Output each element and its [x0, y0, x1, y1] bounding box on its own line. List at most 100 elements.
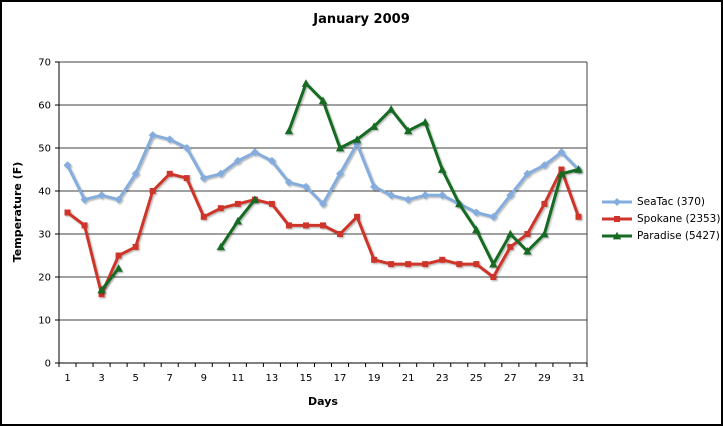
gridlines — [59, 61, 588, 363]
legend-item: Spokane (2353) — [600, 211, 720, 226]
triangle-marker — [472, 225, 481, 234]
triangle-marker — [506, 229, 515, 238]
y-tick-label: 10 — [38, 316, 51, 327]
paradise-line — [100, 266, 121, 292]
x-tick-label: 19 — [368, 373, 381, 384]
diamond-marker — [336, 169, 345, 178]
diamond-marker — [284, 178, 293, 187]
diamond-marker — [63, 161, 72, 170]
diamond-marker — [472, 208, 481, 217]
triangle-marker — [403, 126, 413, 135]
diamond-marker — [489, 212, 498, 221]
y-tick-label: 70 — [38, 58, 51, 69]
y-axis-title: Temperature (F) — [11, 161, 24, 263]
axes — [58, 62, 587, 364]
diamond-marker — [540, 161, 549, 170]
square-marker — [166, 170, 173, 177]
square-marker — [132, 243, 139, 250]
square-marker — [217, 205, 224, 212]
diamond-marker — [557, 148, 566, 157]
diamond-marker — [182, 144, 191, 152]
spokane-line — [66, 168, 580, 296]
triangle-marker — [386, 105, 396, 113]
triangle-marker — [335, 143, 345, 152]
chart-title: January 2009 — [313, 12, 410, 27]
x-tick-label: 7 — [167, 373, 173, 384]
square-marker — [354, 213, 361, 220]
diamond-marker — [250, 148, 259, 157]
triangle-marker — [284, 126, 294, 135]
diamond-marker — [438, 191, 447, 200]
legend-label: Spokane (2353) — [637, 212, 721, 225]
diamond-marker — [301, 182, 310, 191]
x-axis-title: Days — [308, 395, 338, 408]
diamond-marker — [404, 195, 413, 204]
triangle-marker — [318, 96, 328, 105]
y-tick-label: 50 — [38, 144, 51, 155]
x-tick-label: 15 — [300, 373, 313, 384]
diamond-marker — [97, 191, 106, 200]
triangle-marker — [523, 247, 532, 255]
y-tick-label: 60 — [38, 101, 51, 112]
square-marker — [183, 175, 190, 182]
triangle-marker — [438, 165, 447, 173]
x-tick-label: 9 — [201, 373, 207, 384]
x-tick-label: 13 — [266, 373, 279, 384]
y-tick-label: 30 — [38, 230, 51, 241]
square-marker — [64, 209, 71, 216]
square-marker — [200, 213, 207, 220]
diamond-marker — [613, 197, 621, 206]
diamond-marker — [233, 156, 242, 165]
x-tick-label: 5 — [132, 373, 138, 384]
diamond-marker — [387, 191, 396, 200]
square-marker — [614, 215, 620, 222]
x-tick-label: 23 — [436, 373, 449, 384]
square-marker — [149, 188, 156, 194]
square-marker — [405, 261, 412, 268]
square-marker — [439, 256, 446, 263]
triangle-marker — [557, 169, 566, 178]
triangle-marker — [574, 165, 583, 173]
square-marker — [541, 200, 548, 207]
diamond-marker — [319, 199, 327, 208]
y-tick-label: 0 — [45, 359, 51, 370]
diamond-marker — [370, 182, 379, 191]
triangle-marker — [301, 79, 311, 87]
diamond-marker — [114, 195, 123, 204]
triangle-marker — [540, 229, 549, 238]
triangle-marker — [233, 216, 243, 225]
square-marker — [337, 231, 344, 237]
square-marker — [473, 261, 480, 268]
data-series — [63, 79, 583, 298]
diamond-marker — [523, 169, 532, 178]
seatac-series — [63, 131, 583, 221]
triangle-marker — [97, 285, 106, 294]
square-marker — [234, 200, 241, 207]
diamond-marker — [131, 169, 140, 178]
square-marker — [524, 231, 531, 237]
x-tick-label: 17 — [334, 373, 347, 384]
legend-label: SeaTac (370) — [637, 195, 706, 208]
square-marker — [98, 291, 105, 298]
square-marker — [575, 213, 582, 220]
square-marker — [320, 222, 326, 229]
square-marker — [268, 200, 275, 207]
diamond-marker — [148, 131, 157, 140]
diamond-marker — [80, 195, 89, 204]
seatac-legend-swatch — [602, 197, 632, 206]
square-marker — [388, 261, 395, 268]
square-marker — [507, 243, 514, 250]
triangle-marker — [352, 135, 362, 143]
x-tick-label: 31 — [572, 373, 585, 384]
x-tick-label: 21 — [402, 373, 415, 384]
diamond-marker — [267, 156, 276, 165]
square-marker — [558, 166, 565, 173]
triangle-marker — [489, 259, 498, 268]
square-marker — [371, 256, 378, 263]
diamond-marker — [165, 135, 174, 144]
diamond-marker — [199, 174, 208, 183]
x-tick-label: 11 — [231, 373, 244, 384]
triangle-marker — [455, 199, 464, 208]
